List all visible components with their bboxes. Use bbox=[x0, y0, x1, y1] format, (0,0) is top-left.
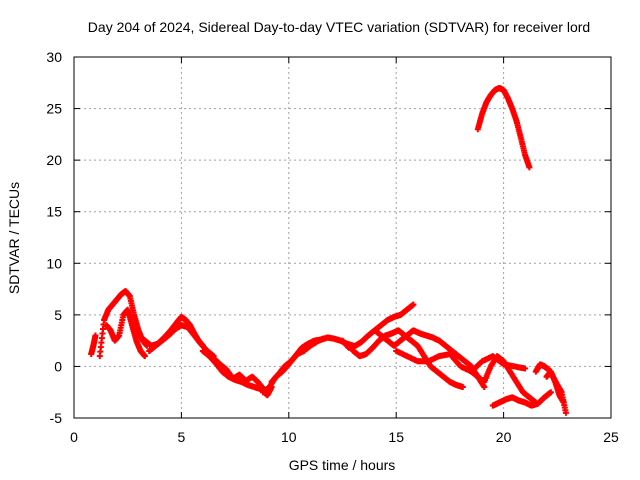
grid-lines bbox=[74, 57, 611, 418]
x-tick-label: 15 bbox=[388, 429, 404, 445]
y-axis-label: SDTVAR / TECUs bbox=[6, 182, 22, 294]
y-tick-label: 5 bbox=[54, 307, 62, 323]
data-point bbox=[526, 164, 533, 171]
plot-frame bbox=[73, 56, 612, 419]
x-tick-label: 25 bbox=[603, 429, 619, 445]
x-tick-label: 20 bbox=[496, 429, 512, 445]
chart-title: Day 204 of 2024, Sidereal Day-to-day VTE… bbox=[88, 19, 590, 35]
y-tick-label: 25 bbox=[46, 101, 62, 117]
y-tick-label: 20 bbox=[46, 152, 62, 168]
data-point bbox=[522, 365, 529, 372]
data-point bbox=[410, 301, 417, 308]
data-points bbox=[88, 84, 569, 416]
data-point bbox=[547, 389, 554, 396]
data-point bbox=[562, 409, 569, 416]
y-tick-label: 15 bbox=[46, 204, 62, 220]
y-tick-label: 10 bbox=[46, 255, 62, 271]
x-tick-label: 5 bbox=[178, 429, 186, 445]
x-tick-label: 0 bbox=[70, 429, 78, 445]
data-point bbox=[320, 335, 327, 342]
y-tick-label: 0 bbox=[54, 358, 62, 374]
x-tick-label: 10 bbox=[281, 429, 297, 445]
data-point bbox=[141, 353, 148, 360]
data-point bbox=[560, 399, 567, 406]
y-tick-label: 30 bbox=[46, 49, 62, 65]
axis-ticks: 0 5 10 15 20 25 -5 0 5 10 15 20 25 30 bbox=[46, 49, 619, 445]
data-point bbox=[92, 332, 99, 339]
y-tick-label: -5 bbox=[50, 410, 63, 426]
data-point bbox=[481, 384, 488, 391]
x-axis-label: GPS time / hours bbox=[289, 457, 396, 473]
data-point bbox=[459, 384, 466, 391]
